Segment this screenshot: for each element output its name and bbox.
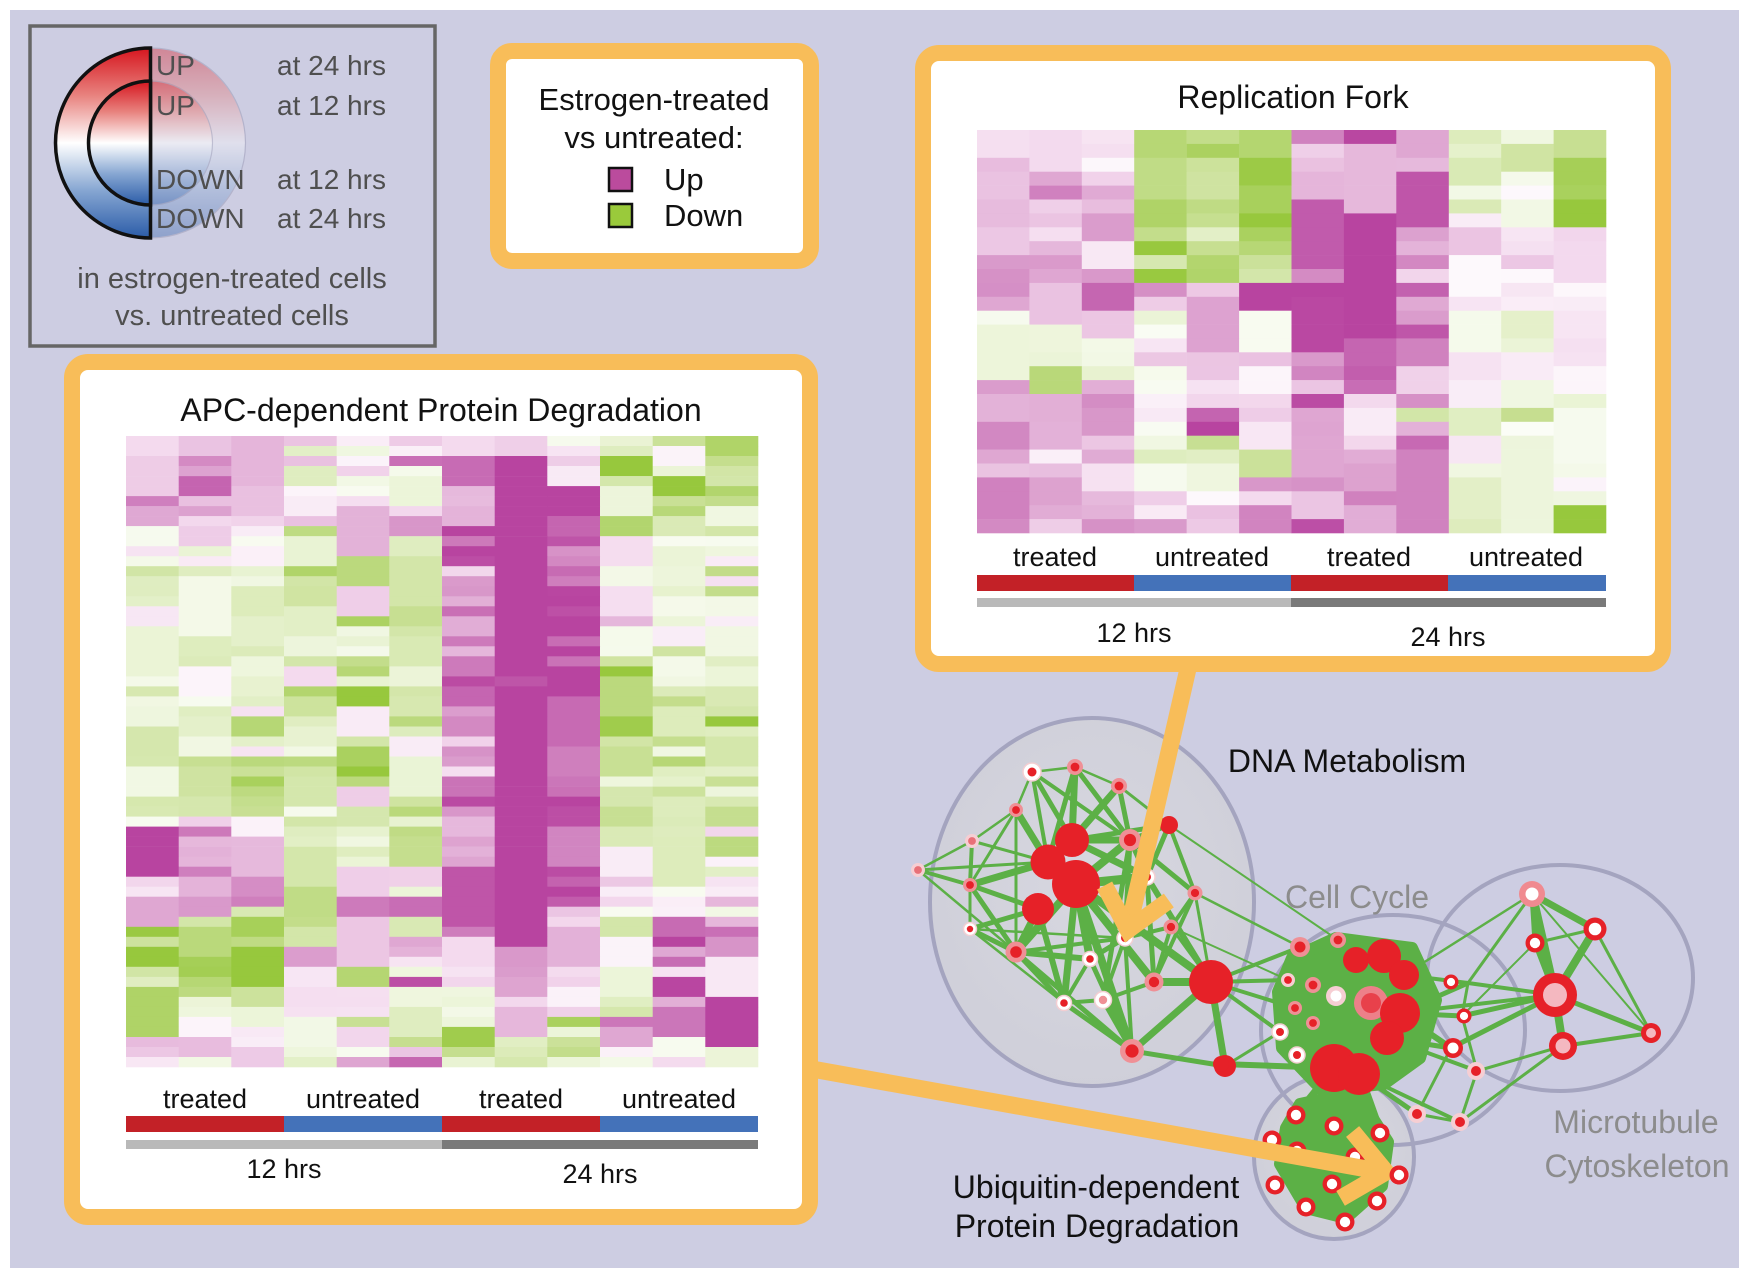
svg-text:untreated: untreated [622,1084,736,1114]
svg-text:Cytoskeleton: Cytoskeleton [1545,1148,1730,1184]
svg-text:Estrogen-treated: Estrogen-treated [539,82,770,117]
svg-text:Ubiquitin-dependent: Ubiquitin-dependent [953,1169,1240,1205]
svg-text:Cell Cycle: Cell Cycle [1285,879,1429,915]
svg-text:DNA Metabolism: DNA Metabolism [1228,743,1466,779]
svg-text:12 hrs: 12 hrs [1096,618,1171,648]
svg-text:at 24 hrs: at 24 hrs [277,50,386,81]
svg-text:untreated: untreated [1469,542,1583,572]
svg-text:24 hrs: 24 hrs [1410,622,1485,652]
svg-text:APC-dependent Protein Degradat: APC-dependent Protein Degradation [180,392,701,428]
svg-text:vs untreated:: vs untreated: [564,120,743,155]
svg-text:Up: Up [664,162,704,197]
svg-text:at 12 hrs: at 12 hrs [277,90,386,121]
svg-text:untreated: untreated [306,1084,420,1114]
svg-text:24 hrs: 24 hrs [562,1159,637,1189]
svg-text:DOWN: DOWN [156,164,245,195]
svg-text:treated: treated [1327,542,1411,572]
svg-text:UP: UP [156,90,195,121]
svg-text:in estrogen-treated cells: in estrogen-treated cells [77,263,387,295]
svg-text:vs. untreated cells: vs. untreated cells [115,300,349,332]
svg-text:at 24 hrs: at 24 hrs [277,203,386,234]
svg-text:Replication Fork: Replication Fork [1177,79,1409,115]
svg-text:Microtubule: Microtubule [1553,1104,1718,1140]
svg-text:DOWN: DOWN [156,203,245,234]
svg-text:at 12 hrs: at 12 hrs [277,164,386,195]
svg-text:untreated: untreated [1155,542,1269,572]
svg-text:treated: treated [479,1084,563,1114]
svg-text:treated: treated [1013,542,1097,572]
svg-text:treated: treated [163,1084,247,1114]
svg-text:Down: Down [664,198,743,233]
svg-text:12 hrs: 12 hrs [246,1154,321,1184]
svg-text:UP: UP [156,50,195,81]
svg-text:Protein Degradation: Protein Degradation [955,1208,1240,1244]
